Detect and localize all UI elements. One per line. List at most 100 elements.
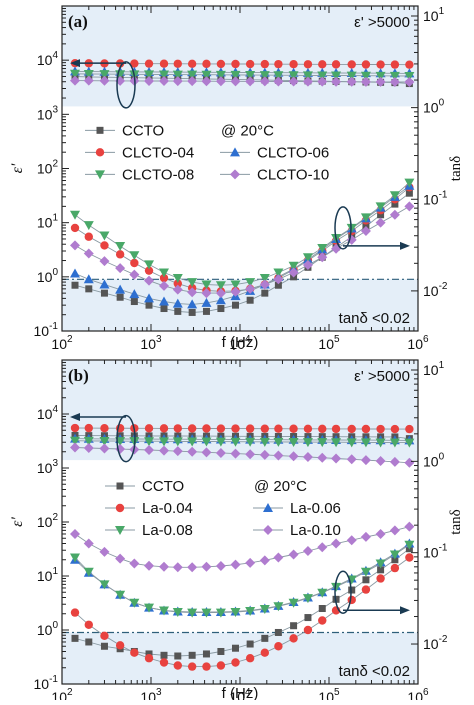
tan-point: [261, 634, 269, 642]
right-tick-label: 10-2: [423, 281, 448, 299]
eps-point: [70, 436, 81, 446]
eps-point: [259, 76, 270, 87]
panel-b: 102 103 104 105 10610-110010110210310410-210…: [9, 359, 464, 705]
tan-point: [302, 546, 313, 557]
tan-point: [188, 651, 196, 659]
tan-point: [245, 283, 256, 294]
eps-point: [347, 424, 356, 434]
eps-point: [389, 438, 400, 448]
eps-point: [288, 71, 299, 81]
eps-point: [288, 438, 299, 448]
legend-label: CCTO: [142, 478, 184, 495]
left-arrow-head: [70, 412, 80, 421]
y-tick-label: 102: [37, 159, 59, 177]
eps-point: [187, 424, 197, 433]
eps-point: [245, 71, 256, 81]
tan-annotation: tanδ <0.02: [339, 310, 410, 327]
eps-point: [346, 454, 357, 465]
eps-point: [144, 75, 155, 86]
series-la-0-10: [70, 442, 415, 573]
tan-point: [389, 525, 400, 536]
tan-point: [375, 202, 386, 212]
tan-point: [259, 279, 270, 290]
tan-region-shade: [62, 632, 418, 684]
tan-point: [174, 307, 182, 315]
legend-marker: [230, 147, 240, 157]
eps-point: [260, 59, 270, 69]
tan-point: [173, 661, 182, 670]
eps-point: [187, 446, 198, 457]
tan-point: [201, 288, 212, 299]
y-tick-label: 102: [37, 512, 59, 530]
tan-point: [215, 295, 226, 305]
tan-point: [187, 662, 197, 671]
eps-point: [375, 455, 386, 466]
eps-point: [390, 60, 400, 69]
tan-point: [230, 559, 241, 570]
x-tick-label: 106: [407, 334, 429, 352]
tan-point: [360, 226, 371, 237]
tan-point: [215, 288, 226, 299]
tan-point: [215, 608, 226, 618]
temperature-label: @ 20°C: [221, 122, 274, 139]
eps-point: [347, 60, 356, 69]
tan-point: [201, 608, 212, 618]
tan-point: [302, 253, 313, 263]
legend-marker: [115, 503, 125, 513]
eps-point: [317, 452, 328, 463]
tan-point: [70, 210, 81, 220]
tan-point: [318, 605, 326, 613]
tan-point: [230, 280, 241, 290]
eps-point: [288, 76, 299, 87]
eps-point: [302, 71, 313, 81]
eps-point: [376, 60, 385, 69]
eps-point: [215, 76, 226, 87]
eps-point: [390, 424, 400, 434]
right-tick-label: 101: [423, 360, 445, 378]
y-tick-label: 100: [37, 620, 59, 638]
legend: CCTO @ 20°C CLCTO-04 CLCTO-06 CLCTO-08 CLCTO-…: [85, 122, 329, 183]
eps-point: [230, 448, 241, 459]
tan-point: [145, 301, 153, 309]
eps-point: [302, 451, 313, 462]
tan-point: [245, 606, 256, 616]
tan-point: [83, 248, 94, 259]
tan-point: [129, 558, 140, 569]
x-axis-label: f (Hz): [222, 685, 259, 700]
tan-ellipse: [334, 206, 352, 250]
tan-point: [360, 213, 371, 223]
eps-point: [260, 424, 270, 433]
eps-point: [144, 70, 155, 80]
eps-point: [346, 438, 357, 448]
tan-point: [144, 293, 155, 303]
tan-point: [202, 307, 210, 315]
tan-point: [245, 557, 256, 568]
tan-annotation: tanδ <0.02: [339, 663, 410, 680]
eps-point: [216, 424, 226, 433]
tan-point: [216, 661, 226, 670]
eps-point: [288, 451, 299, 462]
tan-point: [362, 576, 370, 584]
eps-point: [172, 446, 183, 457]
eps-point: [361, 60, 371, 69]
tan-point: [273, 552, 284, 563]
legend-marker: [116, 482, 124, 490]
eps-point: [273, 450, 284, 461]
tan-point: [231, 301, 239, 309]
tan-point: [83, 567, 94, 577]
tan-point: [361, 585, 371, 594]
eps-point: [331, 71, 342, 81]
eps-point: [317, 438, 328, 448]
x-tick-label: 102: [51, 687, 73, 700]
legend-marker: [230, 169, 240, 180]
tan-point: [172, 562, 183, 573]
tan-ellipse: [334, 570, 352, 615]
eps-ellipse: [116, 61, 136, 109]
tan-point: [115, 242, 126, 252]
eps-point: [144, 59, 154, 68]
tan-point: [172, 298, 183, 308]
tan-point: [317, 244, 328, 254]
eps-point: [173, 424, 182, 433]
